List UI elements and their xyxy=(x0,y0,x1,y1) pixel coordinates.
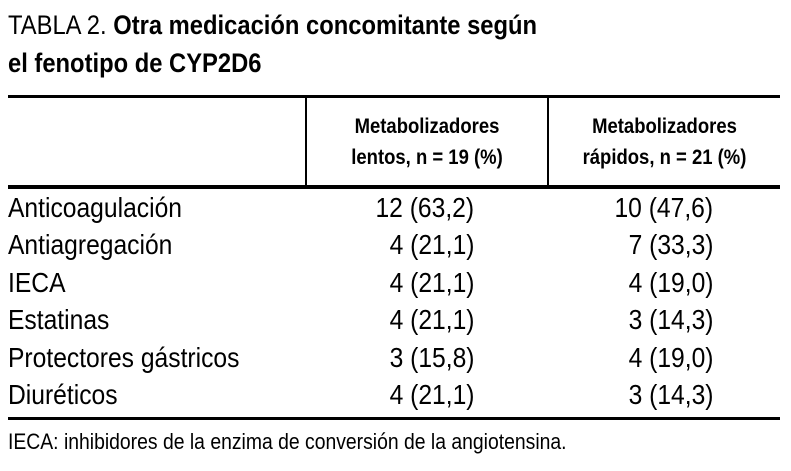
row-value-fast: 4 (19,0) xyxy=(547,342,713,374)
header-fast-line2: rápidos, n = 21 (%) xyxy=(582,145,747,169)
row-value-fast-text: 3 (14,3) xyxy=(628,379,713,411)
row-value-slow: 3 (15,8) xyxy=(305,342,474,374)
table-row: Protectores gástricos 3 (15,8) 4 (19,0) xyxy=(8,339,780,377)
table-row: Antiagregación 4 (21,1) 7 (33,3) xyxy=(8,227,780,265)
table-row: Anticoagulación 12 (63,2) 10 (47,6) xyxy=(8,189,780,227)
table-row: Diuréticos 4 (21,1) 3 (14,3) xyxy=(8,377,780,415)
row-value-fast: 3 (14,3) xyxy=(547,304,713,336)
row-label: Estatinas xyxy=(8,304,305,336)
table-header-row: Metabolizadores lentos, n = 19 (%) Metab… xyxy=(8,98,780,185)
top-rule xyxy=(8,95,780,98)
row-value-slow-text: 3 (15,8) xyxy=(389,341,474,373)
header-cell-slow-metabolizers: Metabolizadores lentos, n = 19 (%) xyxy=(305,98,547,185)
row-value-fast-text: 4 (19,0) xyxy=(628,341,713,373)
row-label: Diuréticos xyxy=(8,379,305,411)
header-empty-cell xyxy=(8,98,305,185)
row-label-text: IECA xyxy=(8,266,66,298)
row-value-fast-text: 3 (14,3) xyxy=(628,304,713,336)
row-label-text: Diuréticos xyxy=(8,379,118,411)
table-body: Anticoagulación 12 (63,2) 10 (47,6) Anti… xyxy=(8,189,780,414)
row-value-fast-text: 7 (33,3) xyxy=(628,229,713,261)
header-fast-line1: Metabolizadores xyxy=(592,114,737,138)
row-label: IECA xyxy=(8,267,305,299)
table-row: Estatinas 4 (21,1) 3 (14,3) xyxy=(8,302,780,340)
row-label: Anticoagulación xyxy=(8,192,305,224)
header-slow-line1: Metabolizadores xyxy=(354,114,500,138)
table-title-text-line1: Otra medicación concomitante según xyxy=(113,10,538,40)
row-value-slow: 4 (21,1) xyxy=(305,267,474,299)
row-value-slow-text: 4 (21,1) xyxy=(389,266,474,298)
header-slow-line2: lentos, n = 19 (%) xyxy=(351,145,503,169)
row-value-fast: 7 (33,3) xyxy=(547,229,713,261)
table-footnote-text: IECA: inhibidores de la enzima de conver… xyxy=(8,429,567,454)
row-label-text: Protectores gástricos xyxy=(8,341,240,373)
table-title-text-line2: el fenotipo de CYP2D6 xyxy=(8,48,262,78)
row-value-slow-text: 12 (63,2) xyxy=(375,191,474,223)
row-value-slow-text: 4 (21,1) xyxy=(389,304,474,336)
row-value-slow: 12 (63,2) xyxy=(305,192,474,224)
row-value-fast: 10 (47,6) xyxy=(547,192,713,224)
row-value-slow: 4 (21,1) xyxy=(305,304,474,336)
row-value-fast: 4 (19,0) xyxy=(547,267,713,299)
row-value-fast: 3 (14,3) xyxy=(547,379,713,411)
table-title: TABLA 2. Otra medicación concomitante se… xyxy=(8,6,791,82)
header-cell-fast-metabolizers: Metabolizadores rápidos, n = 21 (%) xyxy=(547,98,780,185)
footnote-rule xyxy=(8,417,780,420)
row-value-slow: 4 (21,1) xyxy=(305,379,474,411)
row-label: Protectores gástricos xyxy=(8,342,305,374)
row-value-fast-text: 4 (19,0) xyxy=(628,266,713,298)
row-value-slow-text: 4 (21,1) xyxy=(389,379,474,411)
table-row: IECA 4 (21,1) 4 (19,0) xyxy=(8,264,780,302)
row-label: Antiagregación xyxy=(8,229,305,261)
row-label-text: Estatinas xyxy=(8,304,110,336)
table-number: TABLA 2. xyxy=(8,10,107,40)
row-value-slow-text: 4 (21,1) xyxy=(389,229,474,261)
table-footnote: IECA: inhibidores de la enzima de conver… xyxy=(8,429,643,455)
row-value-fast-text: 10 (47,6) xyxy=(614,191,713,223)
row-label-text: Antiagregación xyxy=(8,229,173,261)
table-title-line1: TABLA 2. Otra medicación concomitante se… xyxy=(8,6,537,44)
row-label-text: Anticoagulación xyxy=(8,191,182,223)
header-bottom-rule xyxy=(8,185,780,189)
row-value-slow: 4 (21,1) xyxy=(305,229,474,261)
